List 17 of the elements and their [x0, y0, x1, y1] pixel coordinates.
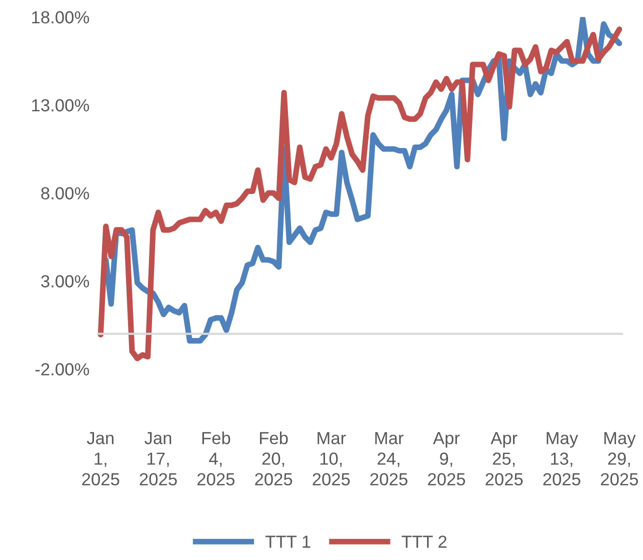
- legend-label: TTT 2: [402, 536, 446, 548]
- y-tick-label: 3.00%: [41, 275, 90, 288]
- y-tick-label: 18.00%: [32, 11, 90, 24]
- x-tick-label: Mar 24, 2025: [370, 432, 408, 486]
- x-tick-label: May 29, 2025: [600, 432, 638, 486]
- x-tick-label: Apr 25, 2025: [486, 432, 523, 486]
- y-tick-label: -2.00%: [35, 363, 90, 376]
- x-tick-label: Feb 20, 2025: [255, 432, 292, 486]
- x-tick-label: Feb 4, 2025: [197, 432, 234, 486]
- y-tick-label: 8.00%: [41, 187, 90, 200]
- legend-label: TTT 1: [265, 536, 310, 548]
- x-tick-label: Mar 10, 2025: [312, 432, 350, 486]
- x-tick-label: Apr 9, 2025: [428, 432, 466, 486]
- y-tick-label: 13.00%: [32, 99, 90, 112]
- x-tick-label: Jan 17, 2025: [140, 432, 177, 486]
- x-tick-label: Jan 1, 2025: [82, 432, 120, 486]
- x-tick-label: May 13, 2025: [543, 432, 580, 486]
